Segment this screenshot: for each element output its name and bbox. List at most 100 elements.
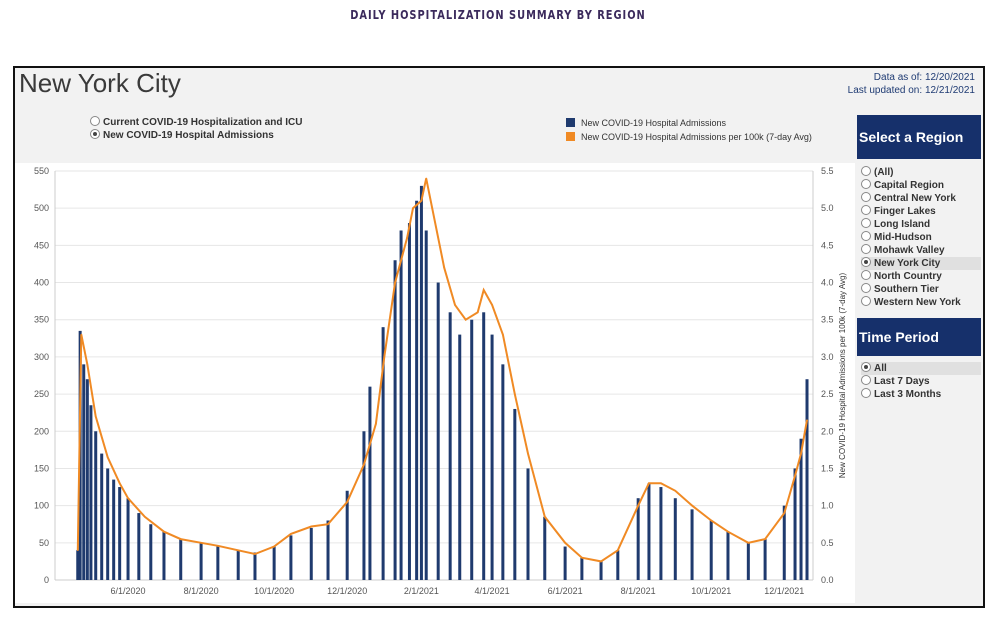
- region-option[interactable]: Southern Tier: [861, 283, 981, 296]
- x-tick-label: 10/1/2021: [691, 586, 731, 596]
- line-point: [327, 523, 329, 526]
- radio-selected-icon: [861, 362, 871, 372]
- radio-icon: [861, 231, 871, 241]
- region-option[interactable]: Mohawk Valley: [861, 244, 981, 257]
- line-point: [648, 482, 650, 485]
- bar: [501, 364, 505, 580]
- line-point: [502, 333, 504, 336]
- y-right-tick-label: 1.0: [821, 501, 834, 511]
- bar: [112, 479, 116, 580]
- bar: [616, 550, 620, 580]
- y-right-tick-label: 2.0: [821, 426, 834, 436]
- radio-icon: [861, 179, 871, 189]
- bar: [513, 408, 517, 580]
- legend-item-admissions: New COVID-19 Hospital Admissions: [566, 118, 726, 128]
- region-option[interactable]: Finger Lakes: [861, 205, 981, 218]
- line-point: [425, 177, 428, 180]
- line-point: [383, 356, 386, 358]
- line-point: [217, 544, 219, 547]
- metric-option-hospitalization-icu[interactable]: Current COVID-19 Hospitalization and ICU: [90, 116, 302, 128]
- region-option[interactable]: Long Island: [861, 218, 981, 231]
- radio-icon: [861, 166, 871, 176]
- bar: [805, 379, 809, 580]
- bar: [236, 550, 240, 580]
- bar: [85, 379, 89, 580]
- y-right-tick-label: 3.5: [821, 315, 834, 325]
- radio-icon: [861, 205, 871, 215]
- line-point: [443, 266, 445, 269]
- bar: [216, 546, 220, 580]
- radio-icon: [861, 283, 871, 293]
- line-point: [691, 504, 693, 507]
- radio-icon: [861, 192, 871, 202]
- select-region-header: Select a Region: [857, 115, 981, 159]
- region-option[interactable]: Capital Region: [861, 179, 981, 192]
- bar: [289, 535, 293, 580]
- region-option[interactable]: New York City: [861, 257, 981, 270]
- y-left-tick-label: 150: [34, 463, 49, 473]
- line-point: [543, 515, 546, 518]
- y-left-tick-label: 200: [34, 426, 49, 436]
- bar: [415, 200, 419, 580]
- bar: [793, 468, 797, 580]
- line-point: [564, 542, 566, 544]
- radio-icon: [861, 375, 871, 385]
- radio-selected-icon: [90, 129, 100, 139]
- bar: [458, 334, 462, 580]
- metric-option-new-admissions[interactable]: New COVID-19 Hospital Admissions: [90, 129, 274, 141]
- bar: [89, 405, 93, 580]
- x-tick-label: 10/1/2020: [254, 586, 294, 596]
- bar: [599, 561, 603, 580]
- time-period-option[interactable]: All: [861, 362, 981, 375]
- y-left-tick-label: 400: [34, 278, 49, 288]
- bar: [647, 483, 651, 580]
- region-option[interactable]: Western New York: [861, 296, 981, 309]
- line-point: [527, 452, 529, 455]
- page-heading: DAILY HOSPITALIZATION SUMMARY BY REGION: [350, 8, 646, 22]
- line-point: [94, 415, 97, 418]
- y-right-tick-label: 0.5: [821, 538, 834, 548]
- radio-icon: [861, 218, 871, 228]
- bar: [100, 453, 104, 580]
- bar: [659, 487, 663, 580]
- line-point: [783, 512, 786, 514]
- y-right-tick-label: 5.5: [821, 166, 834, 176]
- y-left-tick-label: 0: [44, 575, 49, 585]
- line-point: [800, 452, 802, 455]
- line-point: [375, 423, 377, 425]
- line-point: [76, 549, 79, 552]
- bar: [149, 524, 153, 580]
- bar: [448, 312, 452, 580]
- line-point: [727, 530, 729, 533]
- bar: [726, 531, 730, 580]
- region-option[interactable]: Central New York: [861, 192, 981, 205]
- last-updated-label: Last updated on:: [847, 85, 923, 96]
- time-period-option[interactable]: Last 3 Months: [861, 388, 981, 401]
- line-point: [127, 497, 129, 500]
- bar: [76, 550, 80, 580]
- bar: [345, 490, 349, 580]
- x-tick-label: 6/1/2020: [111, 586, 146, 596]
- last-updated-value: 12/21/2021: [924, 85, 975, 96]
- region-option[interactable]: North Country: [861, 270, 981, 283]
- line-point: [406, 237, 408, 239]
- right-axis-title: New COVID-19 Hospital Admissions per 100…: [838, 273, 847, 479]
- y-right-tick-label: 1.5: [821, 463, 834, 473]
- y-left-tick-label: 50: [39, 538, 49, 548]
- line-point: [163, 530, 165, 533]
- bar: [580, 557, 584, 580]
- bar: [162, 531, 166, 580]
- line-point: [237, 549, 240, 552]
- time-period-option[interactable]: Last 7 Days: [861, 375, 981, 388]
- line-point: [200, 542, 202, 544]
- line-point: [476, 311, 479, 314]
- y-right-tick-label: 3.0: [821, 352, 834, 362]
- chart: 0 0.0 50 0.5 100 1.0 150 1.5 200 2.0 250 2.5 300 3.0 3…: [15, 163, 855, 603]
- line-point: [581, 556, 583, 559]
- region-option[interactable]: (All): [861, 166, 981, 179]
- region-title: New York City: [19, 68, 181, 98]
- line-point: [412, 207, 414, 209]
- line-point: [600, 560, 602, 563]
- line-point: [144, 515, 146, 518]
- region-option[interactable]: Mid-Hudson: [861, 231, 981, 244]
